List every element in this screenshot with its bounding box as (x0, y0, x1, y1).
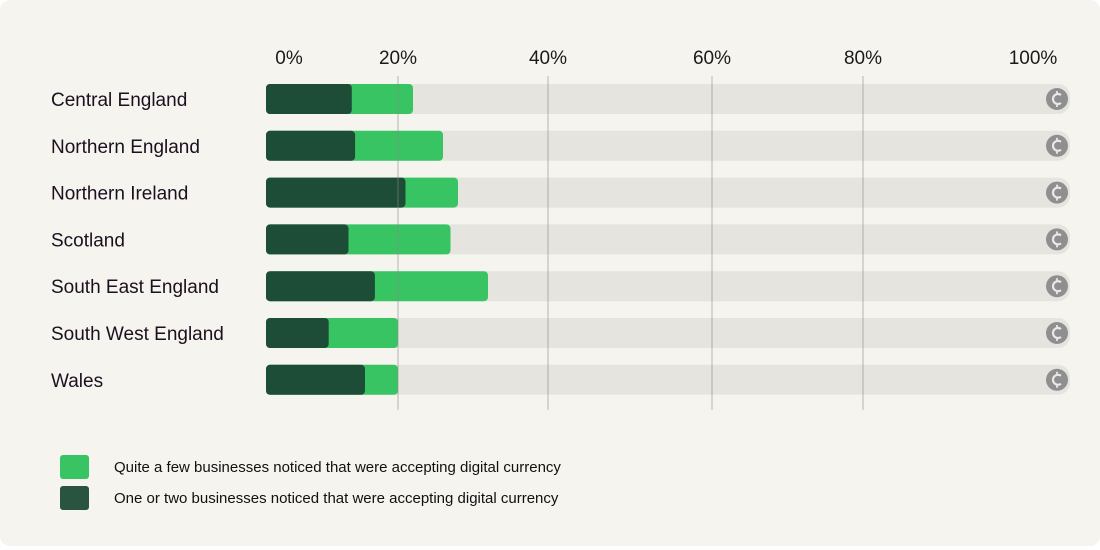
coin-circle (1046, 368, 1068, 391)
category-label-scotland: Scotland (51, 230, 125, 251)
x-tick-label-100: 100% (1009, 48, 1058, 69)
coin-circle (1046, 275, 1068, 298)
track-scotland (266, 224, 1070, 255)
coin-symbol (1051, 233, 1062, 246)
track-central-england (266, 84, 1070, 114)
legend-item-quite-a-few: Quite a few businesses noticed that were… (60, 454, 561, 480)
coin-circle (1046, 322, 1068, 344)
track-northern-england (266, 130, 1070, 161)
x-tick-label-20: 20% (379, 48, 417, 69)
track-south-west-england (266, 318, 1070, 348)
legend-swatch-one-or-two (60, 486, 89, 510)
coin-symbol (1051, 326, 1062, 340)
track-northern-ireland (266, 177, 1070, 208)
digital-currency-icon (1046, 275, 1068, 298)
legend: Quite a few businesses noticed that were… (60, 454, 561, 516)
legend-label-quite-a-few: Quite a few businesses noticed that were… (114, 458, 561, 476)
legend-label-one-or-two: One or two businesses noticed that were … (114, 489, 559, 507)
x-tick-label-40: 40% (529, 48, 567, 69)
legend-swatch-quite-a-few (60, 455, 89, 479)
bar-one-or-two-south-west-england (266, 318, 329, 348)
track-wales (266, 364, 1070, 395)
coin-symbol (1051, 139, 1062, 152)
coin-symbol (1051, 186, 1062, 199)
bar-one-or-two-scotland (266, 224, 349, 255)
digital-currency-icon (1046, 88, 1068, 110)
coin-circle (1046, 228, 1068, 251)
coin-circle (1046, 181, 1068, 204)
digital-currency-icon (1046, 228, 1068, 251)
bar-one-or-two-northern-england (266, 130, 356, 161)
digital-currency-icon (1046, 368, 1068, 391)
bar-one-or-two-south-east-england (266, 271, 375, 302)
x-tick-label-0: 0% (275, 48, 303, 69)
bar-one-or-two-northern-ireland (266, 177, 406, 208)
coin-circle (1046, 134, 1068, 157)
bar-one-or-two-central-england (266, 84, 352, 114)
bar-one-or-two-wales (266, 364, 365, 395)
coin-symbol (1051, 280, 1062, 293)
x-tick-label-60: 60% (693, 48, 731, 69)
coin-symbol (1051, 373, 1062, 386)
x-tick-label-80: 80% (844, 48, 882, 69)
category-label-northern-england: Northern England (51, 137, 200, 158)
category-label-wales: Wales (51, 371, 103, 392)
legend-item-one-or-two: One or two businesses noticed that were … (60, 485, 561, 511)
digital-currency-icon (1046, 322, 1068, 344)
category-label-south-west-england: South West England (51, 324, 224, 345)
category-label-central-england: Central England (51, 90, 187, 111)
coin-symbol (1051, 92, 1062, 106)
bar-chart: 0% 20% 40% 60% 80% 100% Central England Norther… (51, 48, 1070, 410)
category-label-northern-ireland: Northern Ireland (51, 184, 188, 205)
digital-currency-icon (1046, 181, 1068, 204)
digital-currency-icon (1046, 134, 1068, 157)
coin-circle (1046, 88, 1068, 110)
category-label-south-east-england: South East England (51, 277, 219, 298)
